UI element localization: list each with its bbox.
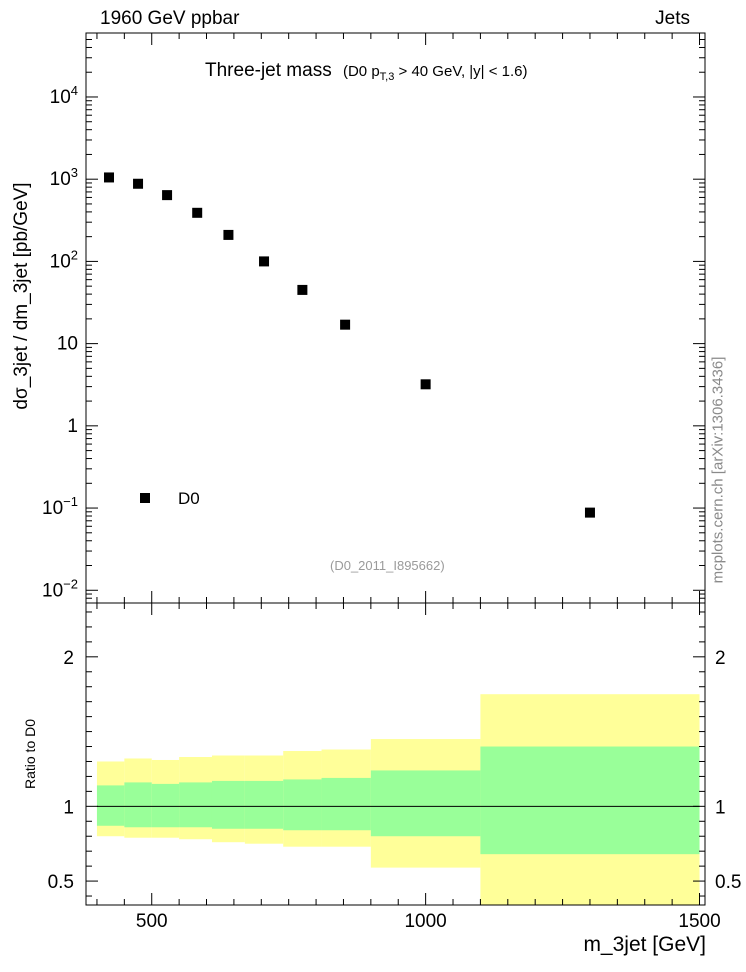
- inner-band-bin-7: [321, 777, 371, 831]
- plot-title-cuts-subscript: T,3: [379, 71, 395, 83]
- ratio-y-tick-label-left-1: 1: [63, 797, 74, 818]
- x-tick-label-1000: 1000: [404, 911, 446, 932]
- inner-band-bin-6: [283, 779, 322, 831]
- data-point-1: [133, 178, 144, 189]
- inner-band-bin-3: [179, 782, 212, 828]
- data-point-8: [420, 379, 431, 390]
- plot-title-cuts-suffix: > 40 GeV, |y| < 1.6): [394, 63, 528, 80]
- data-point-2: [162, 190, 173, 201]
- data-point-7: [340, 319, 351, 330]
- inner-band-bin-5: [244, 780, 284, 829]
- data-point-4: [223, 229, 234, 240]
- inner-band-bin-0: [96, 785, 125, 826]
- header-process-label: Jets: [655, 8, 690, 29]
- ratio-panel-frame: [85, 602, 706, 906]
- inner-band-bin-4: [211, 780, 245, 829]
- main-y-tick-label-0.01: 10−2: [42, 576, 78, 601]
- x-axis-label: m_3jet [GeV]: [583, 933, 706, 956]
- main-y-tick-label-100: 102: [50, 247, 78, 272]
- ratio-y-tick-label-right-0.5: 0.5: [715, 872, 741, 893]
- data-point-5: [259, 256, 270, 267]
- inner-band-bin-9: [480, 746, 700, 855]
- plot-title: Three-jet mass (D0 pT,3 > 40 GeV, |y| < …: [205, 60, 528, 83]
- ratio-y-axis-label: Ratio to D0: [22, 718, 38, 790]
- main-y-tick-label-1000: 103: [50, 165, 78, 190]
- main-y-axis-label: dσ_3jet / dm_3jet [pb/GeV]: [11, 182, 32, 410]
- x-tick-label-500: 500: [136, 911, 168, 932]
- main-y-tick-label-10000: 104: [50, 83, 78, 108]
- main-panel-frame: [85, 32, 706, 604]
- main-y-tick-label-10: 10: [57, 334, 78, 355]
- inner-band-bin-8: [370, 770, 481, 837]
- inner-band-bin-1: [124, 782, 152, 828]
- ratio-y-tick-label-left-0.5: 0.5: [48, 872, 74, 893]
- plot-title-cuts: (D0 pT,3 > 40 GeV, |y| < 1.6): [342, 63, 528, 83]
- x-tick-label-1500: 1500: [678, 911, 720, 932]
- legend-entry-d0: D0: [178, 489, 200, 508]
- data-point-3: [192, 207, 203, 218]
- header-energy-label: 1960 GeV ppbar: [100, 8, 240, 29]
- data-point-0: [104, 172, 115, 183]
- main-y-tick-label-0.1: 10−1: [42, 494, 78, 519]
- data-point-9: [584, 507, 595, 518]
- ratio-y-tick-label-left-2: 2: [63, 648, 74, 669]
- reference-analysis-label: (D0_2011_I895662): [330, 558, 445, 573]
- inner-band-bin-2: [151, 783, 180, 828]
- plot-title-cuts-prefix: (D0 p: [342, 63, 380, 80]
- plot-title-main: Three-jet mass: [205, 60, 332, 81]
- watermark-text: mcplots.cern.ch [arXiv:1306.3436]: [709, 356, 727, 584]
- data-point-6: [297, 284, 308, 295]
- ratio-y-tick-label-right-1: 1: [715, 797, 726, 818]
- ratio-y-tick-label-right-2: 2: [715, 648, 726, 669]
- legend-marker-d0: [140, 493, 150, 503]
- main-y-tick-label-1: 1: [67, 416, 78, 437]
